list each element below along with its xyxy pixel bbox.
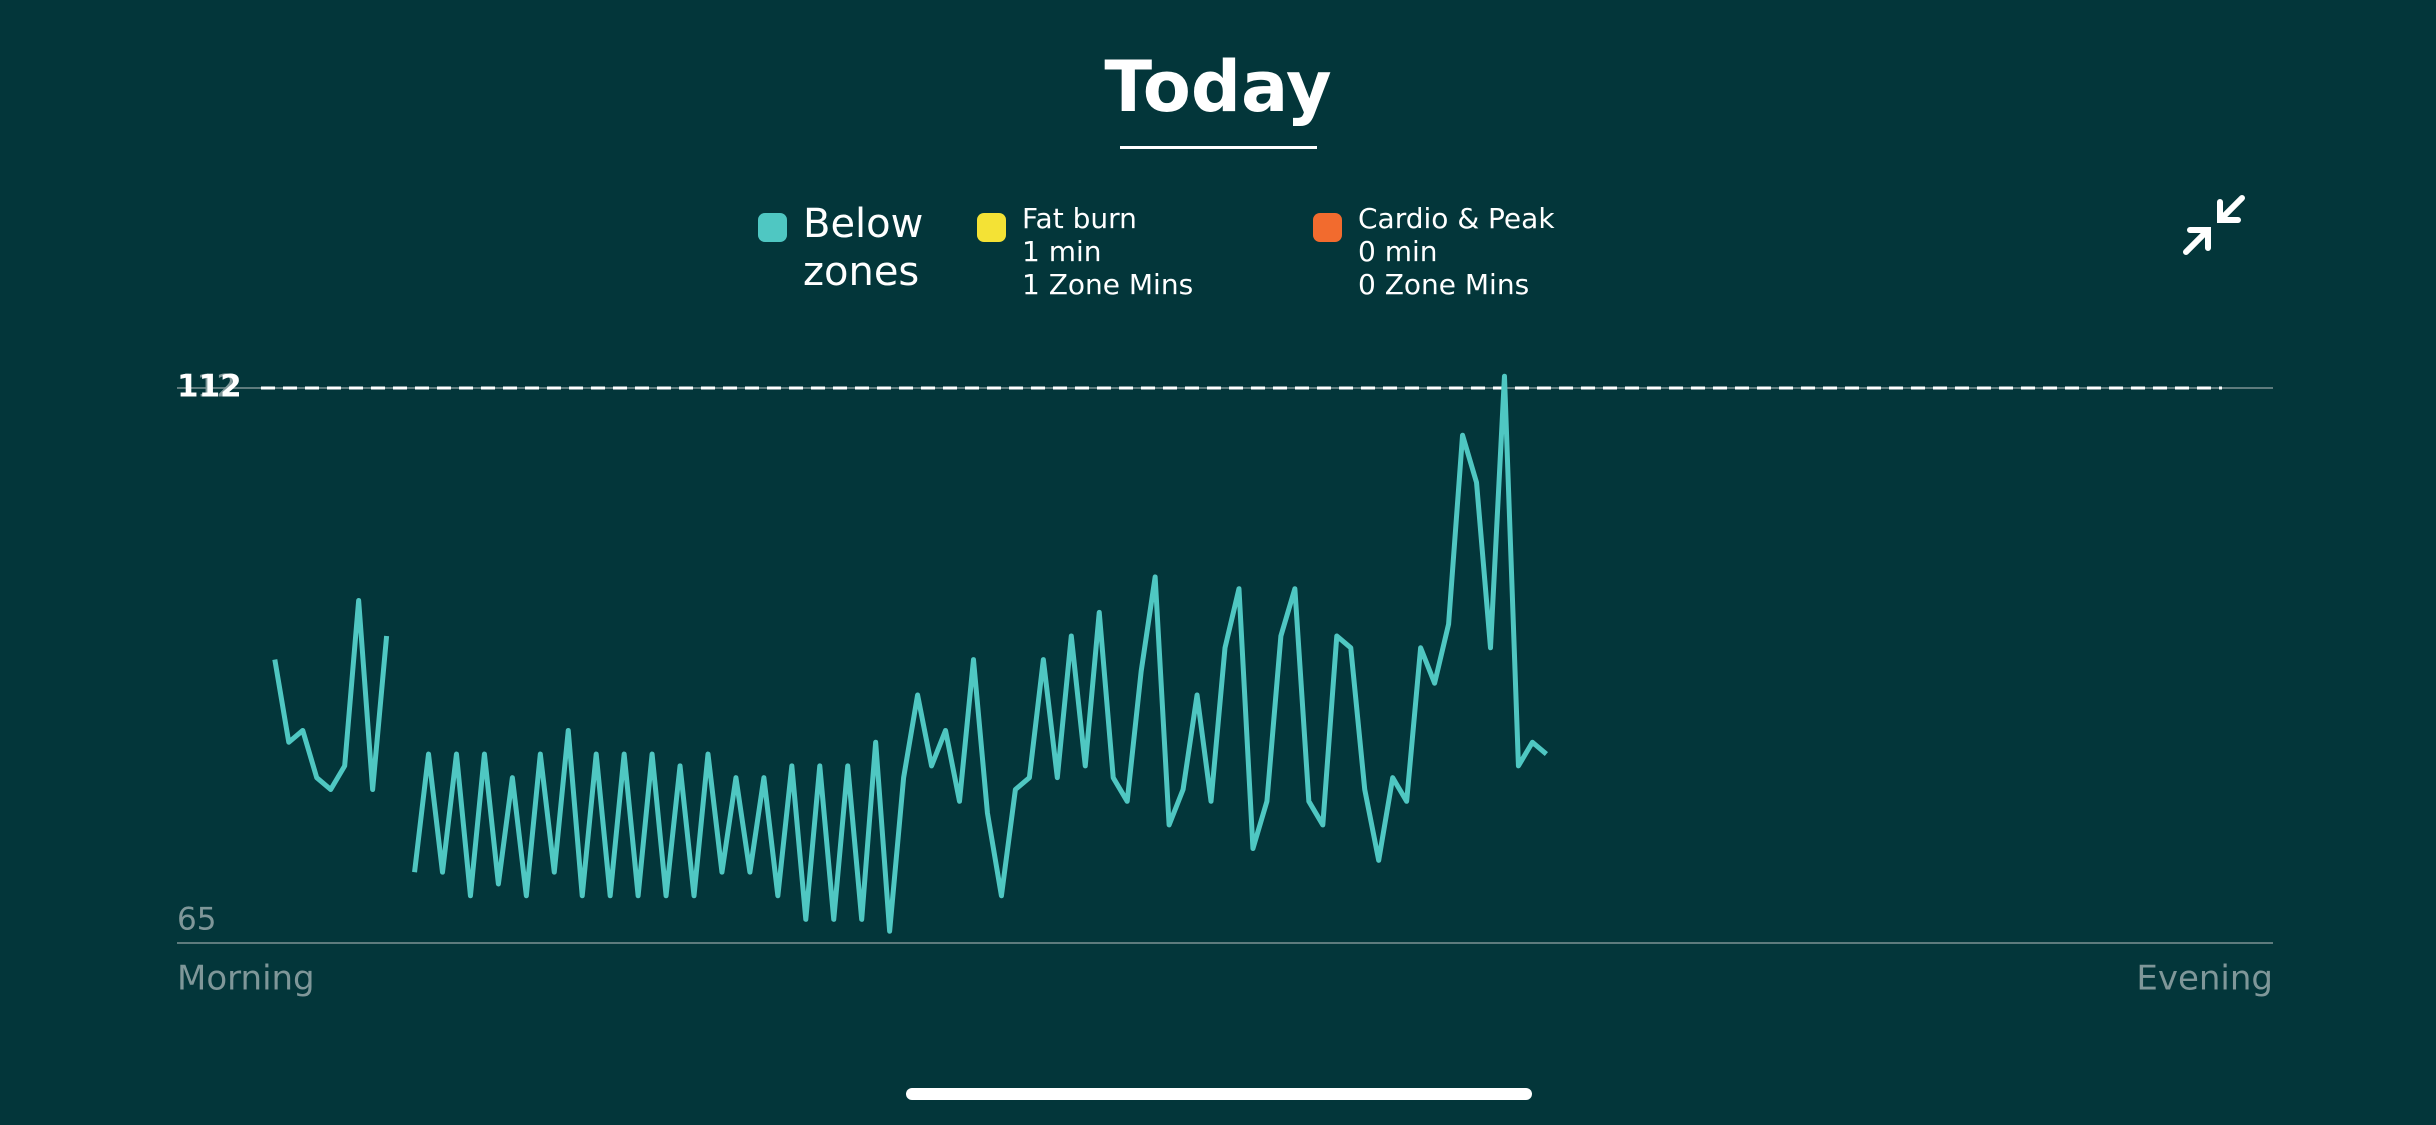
arrow: [2217, 195, 2245, 223]
legend-detail: 0 Zone Mins: [1358, 268, 1530, 301]
legend-label: Cardio & Peak: [1358, 202, 1555, 235]
y-tick-label: 112: [177, 369, 236, 405]
line: [412, 373, 1549, 934]
collapse-icon[interactable]: [2183, 195, 2245, 255]
x-tick-label: Evening: [2136, 959, 2273, 999]
legend-detail: 1 Zone Mins: [1022, 268, 1194, 301]
legend-item: Fat burn 1 min 1 Zone Mins: [1022, 202, 1193, 301]
arrow: [2183, 227, 2211, 255]
legend-label: Below zones: [803, 201, 924, 295]
legend-item: Cardio & Peak 0 min 0 Zone Mins: [1358, 202, 1555, 301]
title: Today: [1104, 46, 1331, 128]
home-indicator: [906, 1088, 1532, 1100]
legend-swatch: [758, 213, 787, 242]
title-underline: [1120, 146, 1317, 149]
legend-detail: 0 min: [1358, 235, 1438, 268]
legend-detail: 1 min: [1022, 235, 1102, 268]
line: [272, 598, 390, 792]
y-tick-label: 65: [177, 902, 216, 938]
legend-label: Fat burn: [1022, 202, 1137, 235]
threshold-label: 112: [177, 369, 242, 405]
legend-swatch: [977, 213, 1006, 242]
x-tick-label: Morning: [177, 959, 315, 999]
legend-swatch: [1313, 213, 1342, 242]
